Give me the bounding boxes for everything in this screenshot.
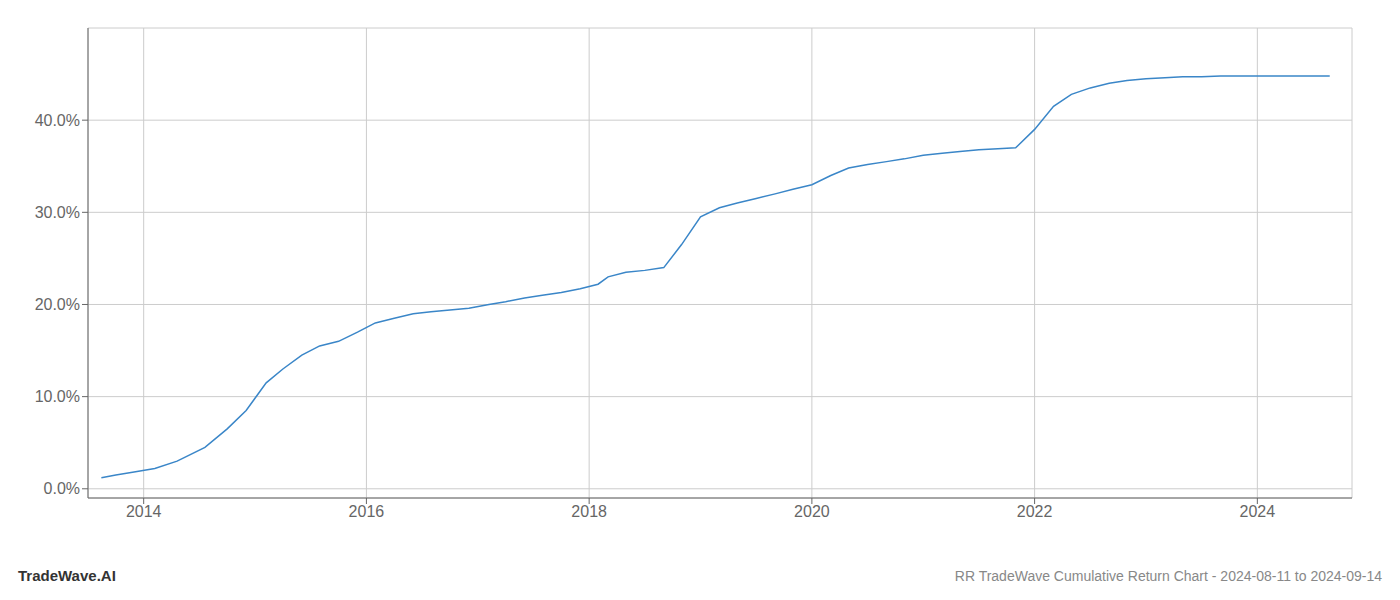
html-text:TradeWave.AI: TradeWave.AI [18,567,116,584]
svg-text:0.0%: 0.0% [44,480,80,497]
svg-text:2018: 2018 [571,503,607,520]
html-text:RR TradeWave Cumulative Return: RR TradeWave Cumulative Return Chart - 2… [954,568,1382,584]
svg-text:20.0%: 20.0% [35,296,80,313]
svg-text:10.0%: 10.0% [35,388,80,405]
svg-text:30.0%: 30.0% [35,204,80,221]
svg-text:2014: 2014 [126,503,162,520]
svg-text:2016: 2016 [349,503,385,520]
svg-text:2024: 2024 [1240,503,1276,520]
svg-text:40.0%: 40.0% [35,112,80,129]
svg-text:2022: 2022 [1017,503,1053,520]
svg-text:2020: 2020 [794,503,830,520]
